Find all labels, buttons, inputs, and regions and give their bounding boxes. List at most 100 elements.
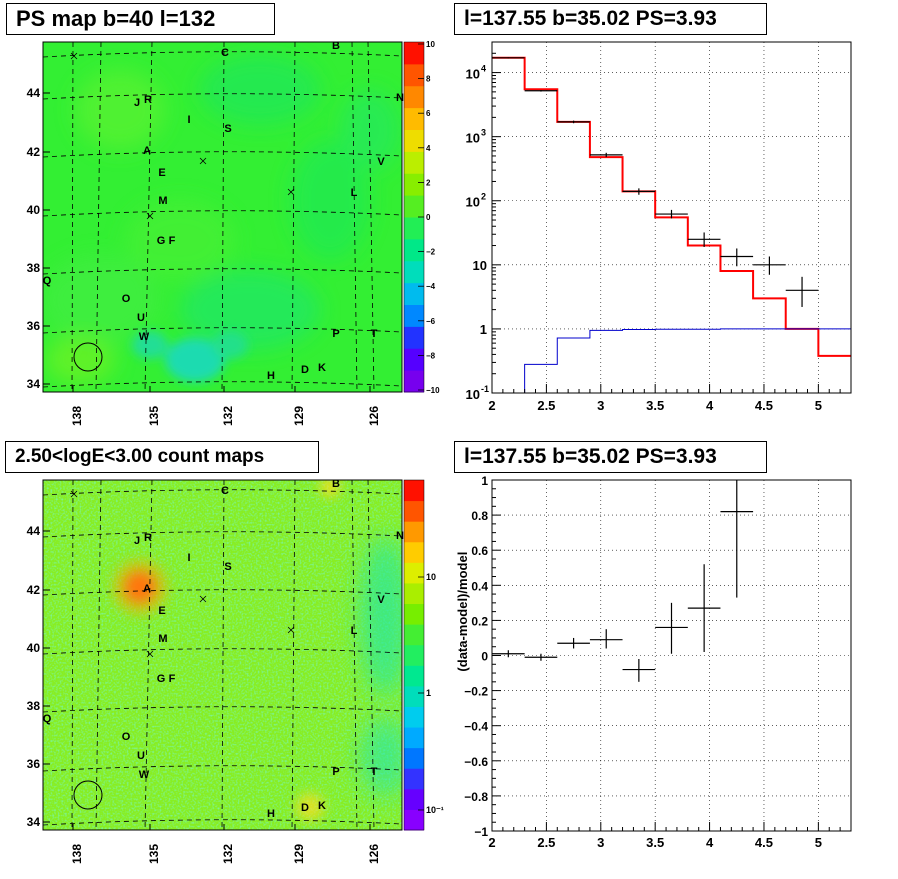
source-label-v: V	[377, 156, 385, 168]
y-tick-label: 36	[27, 757, 41, 771]
colorbar-bin	[404, 282, 424, 305]
colorbar-tick-label: 10	[426, 40, 435, 49]
psf-circle	[73, 342, 103, 372]
colorbar-tick-label: 1	[426, 688, 431, 698]
x-tick-label: 4	[706, 835, 714, 850]
source-label-d: D	[301, 802, 309, 814]
residual-plot	[492, 480, 754, 682]
source-cross-marker	[70, 52, 78, 60]
source-label-c: C	[221, 47, 229, 59]
source-cross-marker	[70, 490, 78, 498]
data-point	[655, 209, 688, 219]
x-tick-label: 138	[70, 406, 84, 426]
colorbar-bin	[404, 809, 424, 831]
ps-map-colorbar: 10 8 6 4 2 0 −2 −4 −6 −8 −10	[403, 40, 440, 395]
colorbar-bin	[404, 85, 424, 109]
residual-point	[524, 653, 558, 661]
source-label-k: K	[318, 800, 326, 812]
colorbar-bin	[404, 238, 424, 262]
x-tick-label: 129	[292, 406, 306, 426]
y-tick-label: 44	[27, 524, 41, 538]
colorbar-bin	[404, 195, 424, 218]
colorbar-bin	[404, 173, 424, 196]
residual-title: l=137.55 b=35.02 PS=3.93	[454, 441, 767, 473]
colorbar-bin	[404, 304, 424, 327]
x-tick-label: 126	[367, 406, 381, 426]
colorbar-bin	[404, 685, 424, 707]
y-tick-label: 34	[27, 377, 41, 391]
source-label-n: N	[396, 530, 404, 542]
source-label-e: E	[158, 167, 165, 179]
source-cross-marker	[199, 157, 207, 165]
count-map-source-labels: C B J R N I S A V E L M G F Q OUW P T H D K	[43, 478, 404, 820]
source-label-t: T	[371, 328, 378, 340]
x-tick-label: 2.5	[537, 398, 555, 413]
parallel-line	[43, 589, 402, 596]
parallel-line	[43, 93, 402, 100]
colorbar-tick-label: −6	[426, 317, 436, 326]
meridian-line	[221, 42, 225, 392]
colorbar-bin	[404, 63, 424, 87]
cross-stroke	[70, 52, 78, 60]
colorbar-bin	[404, 217, 424, 240]
parallel-line	[43, 706, 402, 713]
parallel-line	[43, 210, 402, 217]
colorbar-bin	[404, 260, 424, 284]
source-cross-marker	[146, 650, 154, 658]
source-label-h: H	[267, 808, 275, 820]
source-label-j: J	[134, 97, 140, 109]
x-tick-label: 126	[367, 844, 381, 864]
colorbar-tick-label: 2	[426, 178, 431, 187]
colorbar-bin	[404, 582, 424, 605]
colorbar-bin	[404, 326, 424, 349]
y-tick-label: 34	[27, 815, 41, 829]
colorbar-tick-label: 0	[426, 213, 431, 222]
cross-stroke	[287, 188, 295, 196]
x-tick-label: 3.5	[646, 835, 664, 850]
x-tick-label: 132	[221, 844, 235, 864]
source-label-m: M	[158, 195, 167, 207]
colorbar-bin	[404, 706, 424, 728]
parallel-line	[43, 151, 402, 158]
source-label-b: B	[332, 40, 340, 52]
colorbar-bin	[404, 500, 424, 522]
colorbar-bin	[404, 370, 424, 393]
y-tick-label: 1	[480, 322, 487, 337]
colorbar-bin	[404, 644, 424, 666]
parallel-line	[43, 648, 402, 655]
count-map-colorbar: 10 1 10⁻¹	[403, 479, 444, 831]
cross-stroke	[287, 626, 295, 634]
cross-stroke	[70, 490, 78, 498]
x-tick-label: 4.5	[755, 398, 773, 413]
x-tick-label: 138	[70, 844, 84, 864]
residual-point	[687, 564, 721, 652]
source-label-h: H	[267, 370, 275, 382]
ps-map-svg: C B J R N I S A V E L M G F Q OUW P T H D K 138 135 132 129 126 3…	[27, 40, 440, 426]
y-tick-label: −0.6	[464, 755, 488, 769]
y-tick-label: 36	[27, 319, 41, 333]
y-tick-label: 0.6	[471, 544, 488, 558]
parallel-line	[43, 268, 402, 275]
parallel-line	[43, 381, 402, 388]
meridian-line	[95, 480, 102, 830]
parallel-line	[43, 327, 402, 334]
source-cross-marker	[146, 212, 154, 220]
residual-point	[622, 659, 656, 682]
meridian-line	[367, 42, 375, 392]
source-cross-marker	[287, 188, 295, 196]
x-tick-label: 3	[597, 398, 604, 413]
y-tick-label: 1	[481, 474, 488, 488]
y-tick-label: 40	[27, 203, 41, 217]
meridian-line	[71, 480, 74, 830]
colorbar-bin	[404, 151, 424, 174]
x-tick-label: 4.5	[755, 835, 773, 850]
colorbar-bin	[404, 480, 424, 502]
spectrum-plot	[492, 56, 851, 393]
parallel-line	[43, 51, 402, 58]
meridian-line	[291, 480, 296, 830]
y-tick-label: 44	[27, 86, 41, 100]
source-label-u: U	[137, 750, 145, 762]
meridian-line	[351, 42, 358, 392]
